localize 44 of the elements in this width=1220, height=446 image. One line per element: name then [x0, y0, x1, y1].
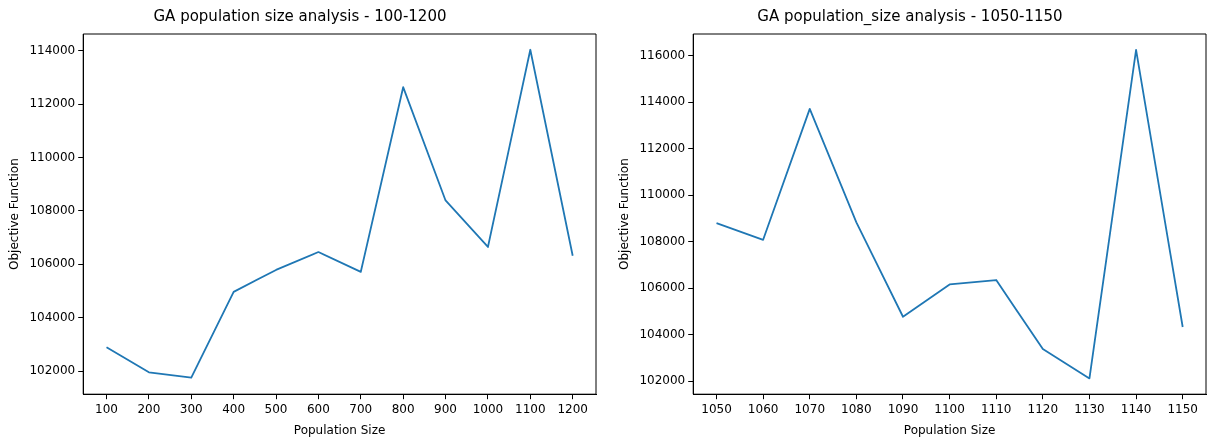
y-tick-label: 116000 [639, 47, 686, 62]
y-tick-label: 114000 [639, 94, 686, 109]
y-tick-label: 104000 [29, 309, 76, 324]
y-tick-label: 104000 [639, 326, 686, 341]
x-tick-label: 500 [264, 401, 288, 416]
x-tick-label: 300 [179, 401, 203, 416]
x-tick-label: 1100 [934, 401, 965, 416]
y-tick-label: 110000 [29, 149, 76, 164]
y-tick-label: 110000 [639, 187, 686, 202]
y-tick-label: 108000 [29, 203, 76, 218]
x-tick-label: 1200 [557, 401, 588, 416]
x-tick-label: 1140 [1120, 401, 1152, 416]
x-tick-label: 400 [222, 401, 246, 416]
x-tick-label: 1110 [980, 401, 1012, 416]
x-tick-label: 800 [391, 401, 415, 416]
y-tick-label: 102000 [639, 373, 686, 388]
x-tick-label: 1090 [887, 401, 919, 416]
x-tick-label: 700 [349, 401, 373, 416]
x-tick-label: 1120 [1027, 401, 1059, 416]
x-tick-label: 1080 [841, 401, 872, 416]
x-tick-label: 600 [306, 401, 330, 416]
x-axis-title: Population Size [293, 422, 386, 437]
chart-title: GA population_size analysis - 1050-1150 [757, 6, 1063, 26]
x-tick-label: 1070 [794, 401, 826, 416]
x-tick-label: 900 [434, 401, 458, 416]
y-tick-label: 108000 [639, 233, 686, 248]
x-tick-label: 1100 [515, 401, 546, 416]
x-tick-label: 100 [95, 401, 118, 416]
y-tick-label: 102000 [29, 363, 76, 378]
x-tick-label: 1130 [1074, 401, 1105, 416]
y-axis-title: Objective Function [7, 158, 22, 270]
y-tick-label: 106000 [639, 280, 686, 295]
chart-title: GA population size analysis - 100-1200 [153, 6, 447, 25]
x-tick-label: 1150 [1167, 401, 1198, 416]
x-tick-label: 1000 [472, 401, 504, 416]
x-axis-title: Population Size [903, 422, 996, 437]
y-tick-label: 114000 [29, 42, 76, 57]
y-tick-label: 112000 [639, 140, 686, 155]
x-tick-label: 200 [137, 401, 161, 416]
x-tick-label: 1050 [701, 401, 732, 416]
y-axis-title: Objective Function [617, 158, 632, 270]
x-tick-label: 1060 [747, 401, 779, 416]
y-tick-label: 106000 [29, 256, 76, 271]
y-tick-label: 112000 [29, 96, 76, 111]
